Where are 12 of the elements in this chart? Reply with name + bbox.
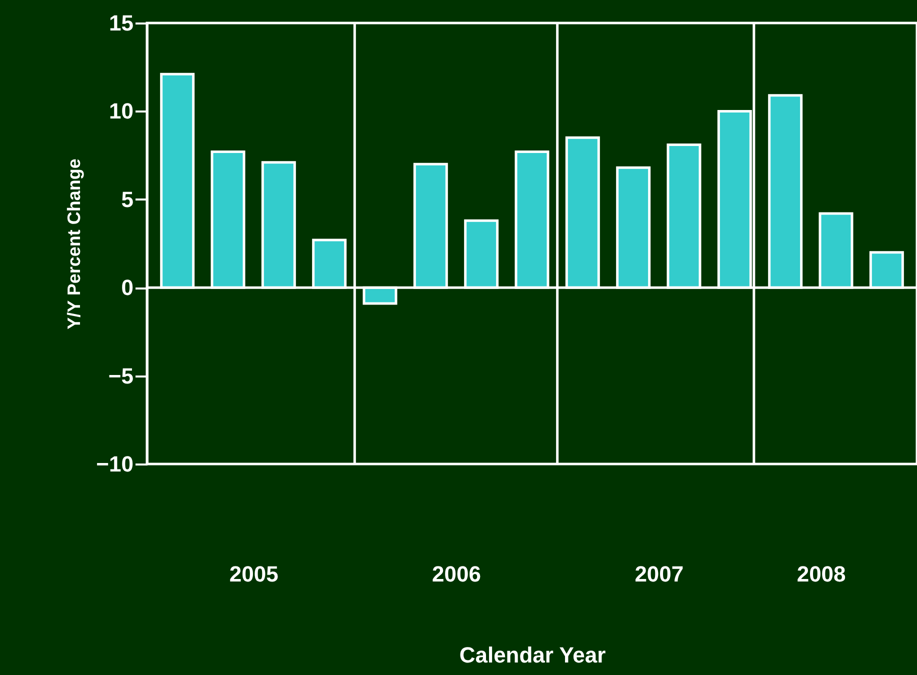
x-tick-label: 2005 (229, 562, 278, 586)
y-tick-label: 5 (121, 186, 134, 212)
x-tick-label: 2007 (634, 562, 684, 586)
y-axis-title: Y/Y Percent Change (64, 158, 84, 330)
x-tick-label: 2008 (796, 562, 846, 586)
y-tick-label: −10 (96, 452, 134, 476)
y-tick-label: 10 (109, 98, 134, 124)
x-axis-title: Calendar Year (459, 642, 606, 668)
x-tick-label: 2006 (432, 562, 481, 586)
y-tick-label: −5 (108, 363, 134, 388)
y-tick-label: 15 (109, 10, 134, 36)
y-tick-label: 0 (121, 275, 134, 300)
